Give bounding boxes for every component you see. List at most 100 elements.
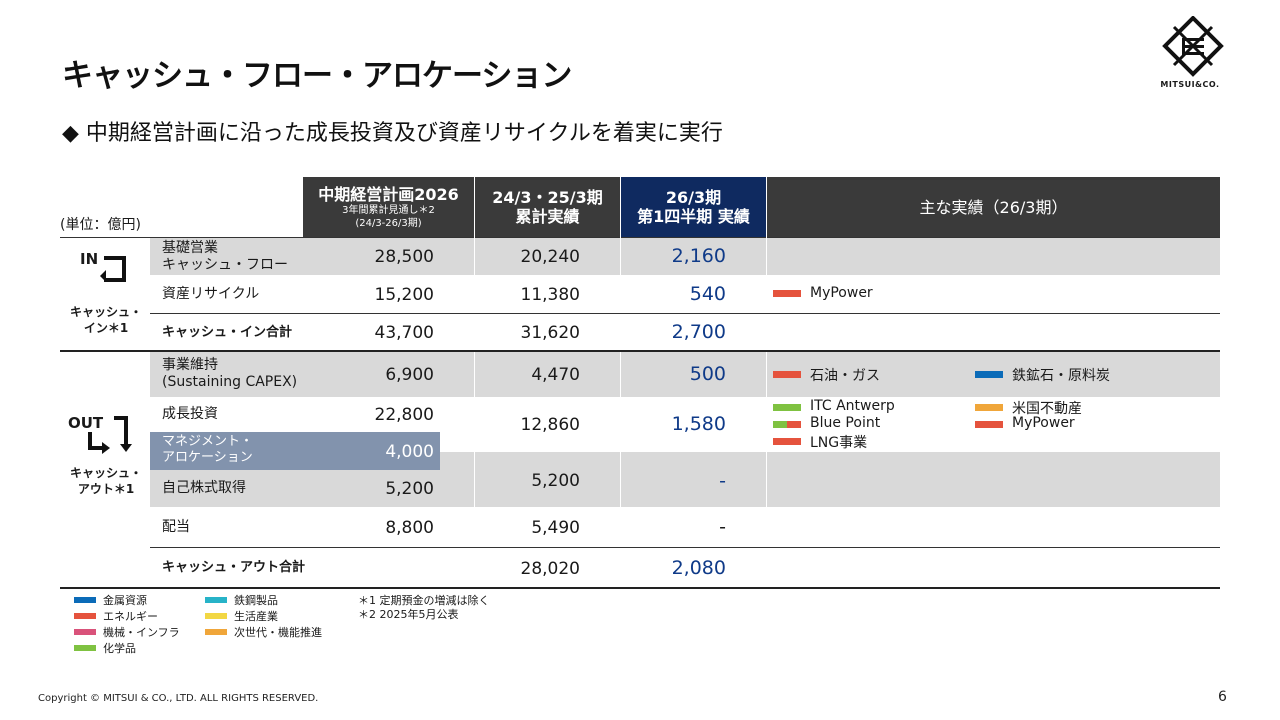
out-total-q1: 2,080	[671, 557, 726, 579]
row-line	[150, 547, 1220, 548]
row-label-recycle: 資産リサイクル	[162, 286, 260, 302]
header-plan-title: 中期経営計画2026	[318, 184, 459, 204]
ach-growth-1: ITC Antwerp	[810, 398, 895, 414]
header-cum-sub: 累計実績	[515, 207, 580, 226]
mgmt-label-2: アロケーション	[162, 450, 253, 465]
cash-out-arrow-icon	[88, 416, 132, 454]
growth-q1: 1,580	[671, 413, 726, 435]
row-label-out-total: キャッシュ・アウト合計	[162, 560, 306, 575]
page-number: 6	[1218, 689, 1227, 705]
energy-swatch	[773, 371, 801, 378]
col-sep	[766, 237, 767, 547]
col-sep	[620, 237, 621, 547]
page-title: キャッシュ・フロー・アロケーション	[62, 58, 572, 94]
legend-swatch-energy	[74, 613, 96, 619]
row-label-buyback: 自己株式取得	[162, 480, 246, 496]
buyback-plan: 5,200	[385, 479, 434, 499]
innovation-swatch	[975, 404, 1003, 411]
in-total-plan: 43,700	[374, 323, 434, 343]
cash-in-label-1: キャッシュ・	[69, 305, 142, 319]
dividend-plan: 8,800	[385, 518, 434, 538]
row-band-base-cf	[150, 238, 1220, 275]
recycle-cum: 11,380	[520, 285, 580, 305]
dividend-q1: -	[719, 516, 726, 538]
row-label-growth: 成長投資	[162, 406, 218, 422]
legend-swatch-chemicals	[74, 645, 96, 651]
in-total-q1: 2,700	[671, 321, 726, 343]
ach-growth-5: MyPower	[1012, 415, 1075, 431]
cash-in-label-2: イン＊1	[83, 321, 129, 335]
sustaining-q1: 500	[689, 363, 726, 385]
header-plan-period: (24/3-26/3期)	[355, 217, 422, 229]
logo-text: MITSUI&CO.	[1160, 80, 1220, 89]
legend-swatch-innovation	[205, 629, 227, 635]
legend-swatch-machinery	[74, 629, 96, 635]
energy-swatch	[773, 438, 801, 445]
header-q1-sub: 第1四半期 実績	[637, 207, 750, 226]
footnote-1: ＊1 定期預金の増減は除く	[358, 594, 490, 607]
cash-in-label: キャッシュ・ イン＊1	[66, 304, 146, 336]
management-allocation-box: マネジメント・ アロケーション 4,000	[150, 432, 440, 470]
mgmt-plan: 4,000	[385, 442, 434, 462]
legend-swatch-metals	[74, 597, 96, 603]
growth-cum: 12,860	[520, 415, 580, 435]
header-plan-sub: 3年間累計見通し＊2	[342, 204, 435, 216]
header-achievements: 主な実績（26/3期）	[767, 177, 1220, 237]
cash-out-icon-text: OUT	[68, 414, 104, 432]
page-subtitle: ◆ 中期経営計画に沿った成長投資及び資産リサイクルを着実に実行	[62, 121, 723, 146]
base-cf-q1: 2,160	[671, 245, 726, 267]
in-total-cum: 31,620	[520, 323, 580, 343]
chemicals-swatch	[773, 404, 801, 411]
mgmt-label: マネジメント・ アロケーション	[162, 434, 253, 466]
header-cumulative: 24/3・25/3期 累計実績	[475, 177, 620, 237]
row-label-base-cf: 基礎営業 キャッシュ・フロー	[162, 240, 288, 274]
sustaining-cum: 4,470	[531, 365, 580, 385]
legend-iron-steel: 鉄鋼製品	[234, 594, 278, 607]
dividend-cum: 5,490	[531, 518, 580, 538]
header-q1-title: 26/3期	[665, 188, 722, 207]
sustaining-plan: 6,900	[385, 365, 434, 385]
mitsui-logo-icon	[1162, 16, 1224, 77]
recycle-q1: 540	[689, 283, 726, 305]
row-label-base-cf-2: キャッシュ・フロー	[162, 257, 288, 273]
legend-innovation: 次世代・機能推進	[234, 626, 322, 639]
buyback-cum: 5,200	[531, 471, 580, 491]
row-label-base-cf-1: 基礎営業	[162, 240, 218, 256]
legend-energy: エネルギー	[103, 610, 158, 623]
recycle-plan: 15,200	[374, 285, 434, 305]
cash-out-label: キャッシュ・ アウト＊1	[66, 465, 146, 497]
legend-chemicals: 化学品	[103, 642, 136, 655]
table-top-line	[60, 237, 1220, 238]
base-cf-plan: 28,500	[374, 247, 434, 267]
energy-swatch	[773, 290, 801, 297]
row-label-dividend: 配当	[162, 519, 190, 535]
legend-machinery: 機械・インフラ	[103, 626, 180, 639]
metals-swatch	[975, 371, 1003, 378]
row-label-in-total: キャッシュ・イン合計	[162, 325, 293, 340]
legend-lifestyle: 生活産業	[234, 610, 278, 623]
section-line	[60, 350, 1220, 352]
energy-swatch	[975, 421, 1003, 428]
energy-swatch	[787, 421, 801, 428]
ach-growth-4: 米国不動産	[1012, 401, 1082, 417]
legend-swatch-lifestyle	[205, 613, 227, 619]
buyback-q1: -	[719, 470, 726, 492]
ach-growth-3: LNG事業	[810, 435, 868, 451]
row-label-sustaining: 事業維持 (Sustaining CAPEX)	[162, 357, 297, 391]
row-label-sustaining-2: (Sustaining CAPEX)	[162, 374, 298, 390]
ach-sust-2: 鉄鉱石・原料炭	[1012, 368, 1110, 384]
mgmt-label-1: マネジメント・	[162, 434, 254, 449]
row-line	[150, 313, 1220, 314]
cash-out-label-1: キャッシュ・	[69, 466, 142, 480]
header-q1: 26/3期 第1四半期 実績	[621, 177, 766, 237]
header-achievements-title: 主な実績（26/3期）	[919, 197, 1068, 217]
chemicals-swatch	[773, 421, 787, 428]
growth-plan: 22,800	[374, 405, 434, 425]
col-sep	[474, 237, 475, 547]
footnote-2: ＊2 2025年5月公表	[358, 608, 459, 621]
cash-in-icon: IN	[80, 250, 98, 268]
ach-recycle-1: MyPower	[810, 285, 873, 301]
header-cum-title: 24/3・25/3期	[492, 188, 603, 207]
cash-out-icon: OUT	[68, 414, 103, 432]
cash-in-icon-text: IN	[80, 250, 99, 268]
